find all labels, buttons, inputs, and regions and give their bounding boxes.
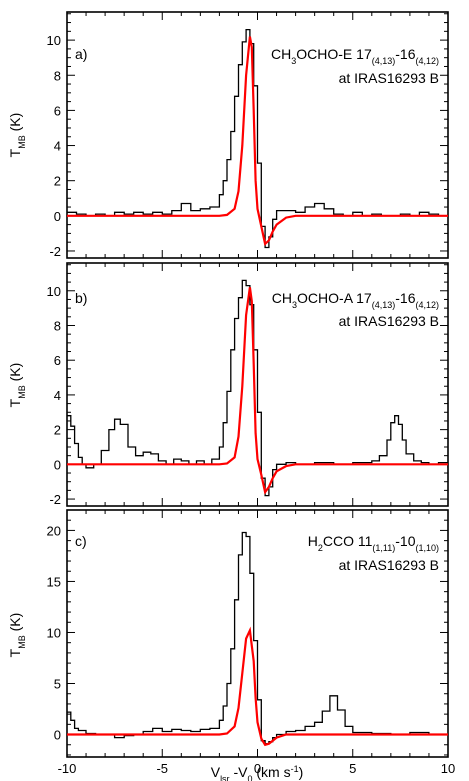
panel-a: -2 0 2 4 6 8 10 a) CH3OCHO-E 17(4,13)-16(4,12)… [7, 11, 449, 259]
p1-y-tick-label: 10 [47, 284, 61, 299]
p2-model-spectrum [67, 626, 448, 747]
panel-b-ticks [66, 263, 449, 506]
panel-c-ylabel: TMB (K) [7, 613, 27, 658]
x-tick-label: -5 [156, 761, 168, 776]
x-tick-label: 0 [254, 761, 261, 776]
panel-b-y-tick-labels: -2 0 2 4 6 8 10 [47, 284, 61, 507]
p1-y-tick-label: 8 [54, 318, 61, 333]
p1-y-tick-label: -2 [49, 492, 61, 507]
p0-y-tick-label: 2 [54, 174, 61, 189]
p0-y-tick-label: 4 [54, 139, 61, 154]
panel-a-ticks [66, 12, 449, 258]
panel-c-y-tick-labels: 0 5 10 15 20 [47, 523, 61, 742]
p0-model-spectrum [67, 36, 448, 247]
p0-y-tick-label: 6 [54, 103, 61, 118]
panel-b-ylabel: TMB (K) [7, 363, 27, 408]
panel-b-subtitle: at IRAS16293 B [339, 313, 439, 329]
p2-y-tick-label: 0 [54, 728, 61, 743]
p2-y-tick-label: 20 [47, 523, 61, 538]
panel-a-y-tick-labels: -2 0 2 4 6 8 10 [47, 33, 61, 259]
p1-y-tick-label: 0 [54, 457, 61, 472]
panel-a-ylabel: TMB (K) [7, 113, 27, 158]
panel-b-label: b) [75, 290, 87, 306]
p2-y-tick-label: 15 [47, 574, 61, 589]
panel-a-plot-area [67, 28, 448, 249]
p0-y-tick-label: -2 [49, 244, 61, 259]
panel-c-subtitle: at IRAS16293 B [339, 557, 439, 573]
p0-y-tick-label: 8 [54, 68, 61, 83]
panel-b-plot-area [67, 279, 448, 497]
panel-b: -2 0 2 4 6 8 10 b) CH3OCHO-A 17(4,13)-16(4,12)… [7, 262, 449, 507]
p1-model-spectrum [67, 287, 448, 495]
panel-c: 0 5 10 15 20 c) H2CCO 11(1,11)-10(1,10) at I… [7, 509, 449, 758]
p1-y-tick-label: 2 [54, 423, 61, 438]
p1-y-tick-label: 6 [54, 353, 61, 368]
p1-observed-spectrum [67, 279, 448, 497]
x-tick-label: 10 [441, 761, 455, 776]
panel-c-plot-area [67, 531, 448, 747]
x-tick-label: -10 [58, 761, 77, 776]
p1-y-tick-label: 4 [54, 388, 61, 403]
x-axis-label: Vlsr -V0 (km s-1) [211, 764, 304, 781]
panel-a-title: CH3OCHO-E 17(4,13)-16(4,12) [271, 46, 439, 66]
panel-b-title: CH3OCHO-A 17(4,13)-16(4,12) [272, 290, 439, 310]
panel-c-title: H2CCO 11(1,11)-10(1,10) [308, 533, 439, 553]
panel-a-label: a) [75, 46, 87, 62]
p2-y-tick-label: 5 [54, 677, 61, 692]
x-tick-label: 5 [349, 761, 356, 776]
p0-y-tick-label: 10 [47, 33, 61, 48]
panel-c-label: c) [75, 533, 87, 549]
panel-a-subtitle: at IRAS16293 B [339, 70, 439, 86]
x-tick-labels: -10 -5 0 5 10 [58, 761, 456, 776]
p0-y-tick-label: 0 [54, 209, 61, 224]
p2-y-tick-label: 10 [47, 625, 61, 640]
